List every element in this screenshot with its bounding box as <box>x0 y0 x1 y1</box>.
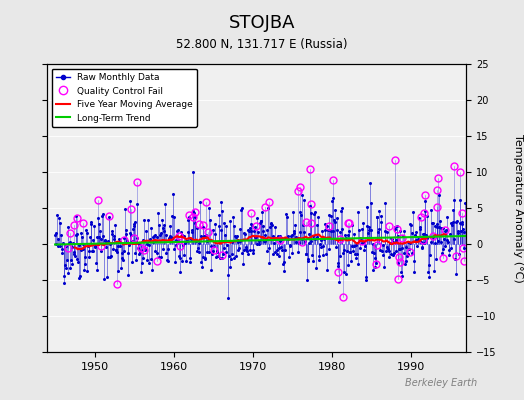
Text: 52.800 N, 131.717 E (Russia): 52.800 N, 131.717 E (Russia) <box>176 38 348 51</box>
Text: Berkeley Earth: Berkeley Earth <box>405 378 477 388</box>
Text: STOJBA: STOJBA <box>229 14 295 32</box>
Y-axis label: Temperature Anomaly (°C): Temperature Anomaly (°C) <box>513 134 523 282</box>
Legend: Raw Monthly Data, Quality Control Fail, Five Year Moving Average, Long-Term Tren: Raw Monthly Data, Quality Control Fail, … <box>52 68 197 127</box>
